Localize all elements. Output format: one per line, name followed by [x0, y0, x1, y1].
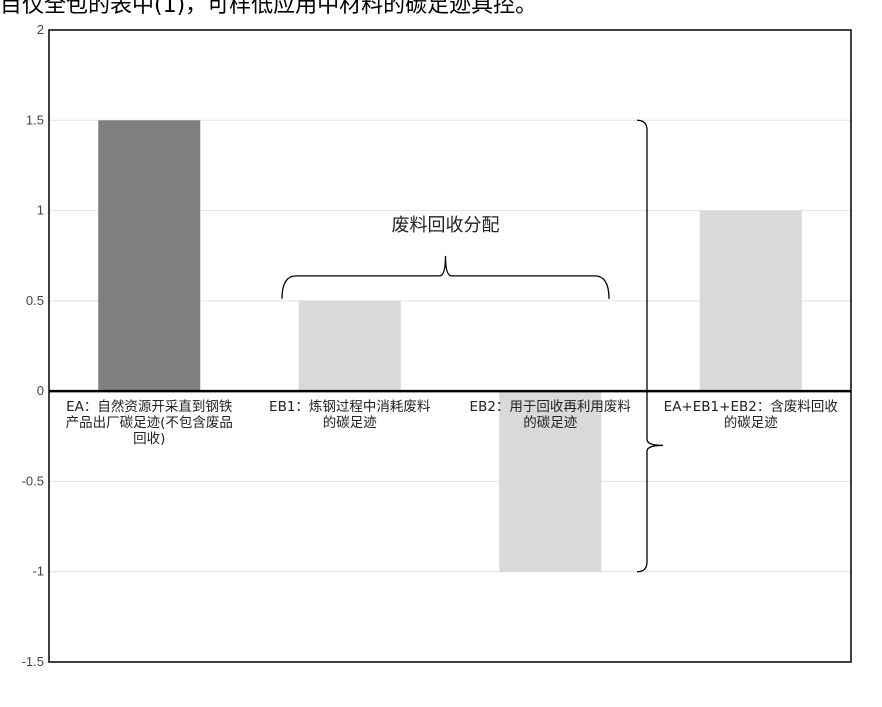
category-label-line: EA：自然资源开采直到钢铁	[66, 398, 233, 415]
category-labels: EA：自然资源开采直到钢铁产品出厂碳足迹(不包含废品回收) EB1：炼钢过程中消耗…	[66, 398, 839, 447]
y-tick-label: 1	[37, 203, 44, 218]
category-label: EA+EB1+EB2：含废料回收的碳足迹	[664, 399, 839, 431]
category-label-line: 回收)	[133, 431, 165, 447]
bar	[298, 300, 401, 392]
bars	[98, 120, 802, 572]
y-tick-label: -1.5	[22, 654, 44, 669]
plot-frame	[48, 29, 852, 663]
category-label-line: EB1：炼钢过程中消耗废料	[269, 399, 431, 415]
category-label-line: EA+EB1+EB2：含废料回收	[664, 399, 839, 415]
sum-brace	[636, 119, 664, 573]
header-text: 目仅全包的表中(1)，可样低应用中材料的碳足迹具控。	[0, 0, 538, 18]
allocation-brace-label: 废料回收分配	[392, 215, 500, 236]
y-tick-label: -1	[32, 564, 44, 579]
category-label-line: 的碳足迹	[323, 415, 377, 431]
category-label-line: EB2：用于回收再利用废料	[470, 399, 632, 415]
bar	[499, 391, 602, 572]
y-axis-ticks: 2 1.5 1 0.5 0 -0.5 -1 -1.5	[22, 22, 44, 669]
y-tick-label: 1.5	[26, 112, 44, 127]
category-label-line: 产品出厂碳足迹(不包含废品	[66, 415, 233, 431]
bar	[699, 210, 802, 392]
y-tick-label: 2	[37, 22, 44, 37]
category-label-line: 的碳足迹	[724, 415, 778, 431]
category-label-line: 的碳足迹	[523, 415, 577, 431]
allocation-brace	[281, 255, 610, 299]
category-label: EA：自然资源开采直到钢铁产品出厂碳足迹(不包含废品回收)	[66, 398, 233, 447]
y-tick-label: 0.5	[26, 293, 44, 308]
y-tick-label: -0.5	[22, 473, 44, 488]
category-label: EB1：炼钢过程中消耗废料的碳足迹	[269, 399, 431, 431]
bar	[98, 120, 201, 392]
y-tick-label: 0	[37, 383, 44, 398]
category-label: EB2：用于回收再利用废料的碳足迹	[470, 399, 632, 431]
